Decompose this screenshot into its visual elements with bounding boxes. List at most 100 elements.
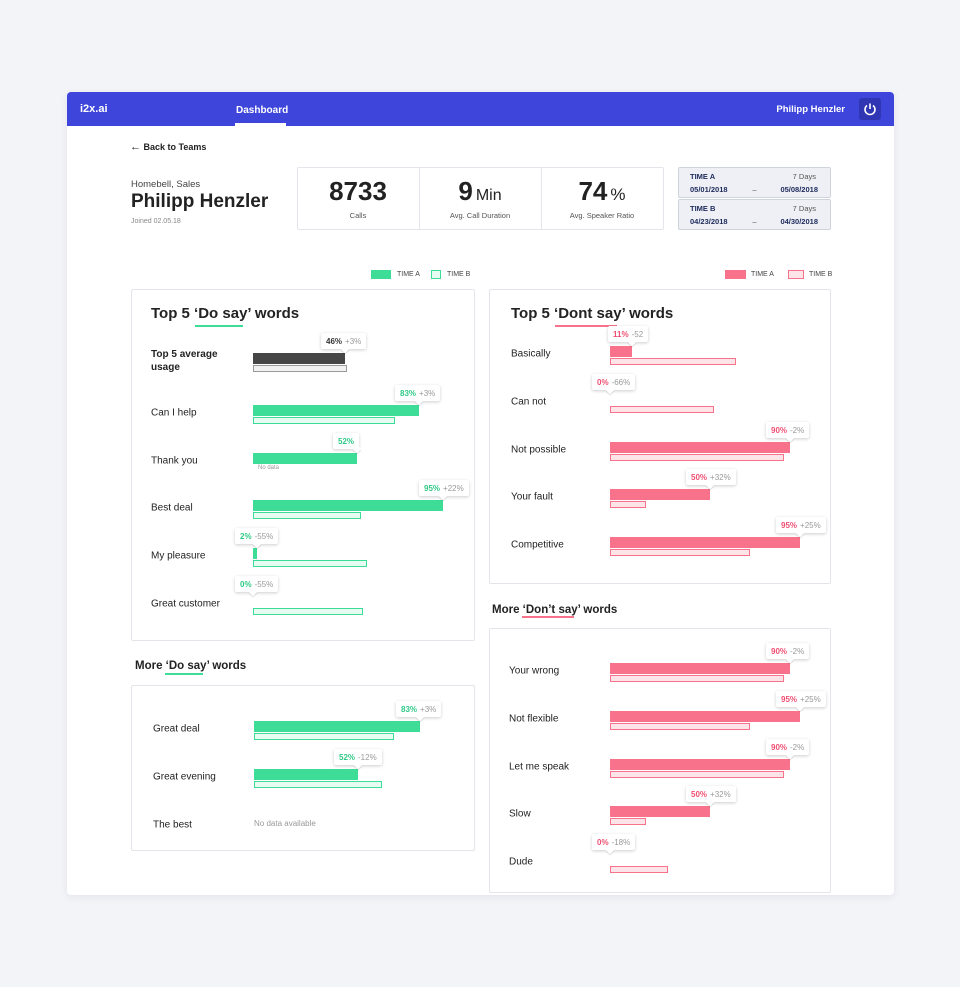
bar-time-b — [610, 358, 736, 365]
row-label: Best deal — [151, 502, 193, 514]
bar-time-a — [253, 548, 257, 559]
panel-title: More ‘Do say’ words — [135, 660, 247, 672]
bar-time-b — [610, 454, 784, 461]
value-tooltip: 52% — [333, 433, 360, 449]
row-label: Great evening — [153, 771, 216, 783]
stat-label: Calls — [349, 211, 367, 220]
row-label: Thank you — [151, 455, 198, 467]
bar-time-b — [253, 512, 361, 519]
legend-swatch — [431, 270, 441, 279]
change-label: -12% — [358, 752, 377, 762]
row-label: Can I help — [151, 407, 197, 419]
panel-title: More ‘Don’t say’ words — [492, 604, 618, 616]
value-tooltip: 50% +32% — [686, 786, 736, 802]
bar-time-b — [253, 608, 363, 615]
bar-time-a — [610, 442, 790, 453]
time-name: TIME A — [690, 172, 716, 181]
value-label: 50% — [691, 789, 708, 799]
tab-underline — [235, 123, 286, 126]
time-from: 05/01/2018 — [690, 185, 728, 194]
back-link[interactable]: ← Back to Teams — [130, 141, 206, 153]
bar-time-b — [254, 781, 382, 788]
no-data-note: No data — [258, 465, 280, 471]
change-label: -52 — [631, 329, 644, 339]
change-label: +3% — [345, 336, 362, 346]
bar-time-a — [254, 769, 358, 780]
stat-number: 74 — [578, 176, 608, 206]
change-label: -18% — [611, 837, 631, 847]
change-label: +32% — [710, 789, 731, 799]
value-tooltip: 0% -55% — [235, 576, 279, 592]
time-name: TIME B — [690, 204, 716, 213]
change-label: +3% — [419, 388, 436, 398]
title-underline — [195, 325, 243, 327]
bar-time-b — [253, 417, 395, 424]
value-label: 0% — [240, 579, 252, 589]
time-box — [678, 199, 831, 230]
time-separator: – — [752, 185, 757, 194]
bar-time-b — [253, 560, 367, 567]
change-label: -2% — [790, 742, 805, 752]
power-icon — [864, 103, 876, 116]
row-label: Your wrong — [509, 665, 560, 677]
row-label: Not possible — [511, 444, 567, 456]
change-label: +32% — [710, 472, 731, 482]
row-label: Not flexible — [509, 713, 559, 725]
value-tooltip: 95% +25% — [776, 517, 826, 533]
time-from: 04/23/2018 — [690, 217, 728, 226]
value-label: 90% — [771, 742, 788, 752]
value-tooltip: 95% +22% — [419, 480, 469, 496]
no-data-note: No data available — [254, 819, 316, 828]
row-label: Great deal — [153, 723, 200, 735]
row-label: Can not — [511, 396, 547, 408]
legend-label: TIME A — [397, 271, 420, 278]
bar-time-a — [253, 353, 345, 364]
bar-time-b — [610, 866, 668, 873]
nav-bar — [67, 92, 894, 126]
value-label: 52% — [339, 752, 356, 762]
value-tooltip: 0% -66% — [592, 374, 636, 390]
time-to: 04/30/2018 — [780, 217, 818, 226]
value-label: 83% — [401, 704, 418, 714]
value-label: 52% — [338, 436, 355, 446]
panel — [131, 289, 475, 641]
value-label: 46% — [326, 336, 343, 346]
logo[interactable]: i2x.ai — [80, 103, 108, 115]
value-label: 90% — [771, 425, 788, 435]
stat-divider — [419, 168, 420, 229]
row-label: Slow — [509, 808, 531, 820]
bar-time-b — [610, 771, 784, 778]
bar-time-a — [253, 405, 419, 416]
value-label: 50% — [691, 472, 708, 482]
bar-time-b — [610, 675, 784, 682]
change-label: -55% — [254, 531, 274, 541]
bar-time-a — [254, 721, 420, 732]
value-tooltip: 0% -18% — [592, 834, 636, 850]
change-label: +25% — [800, 520, 821, 530]
value-tooltip: 11% -52 — [608, 326, 649, 342]
nav-user[interactable]: Philipp Henzler — [776, 104, 845, 115]
stat-value: 8733 — [297, 176, 419, 207]
value-label: 0% — [597, 377, 609, 387]
bar-time-a — [610, 759, 790, 770]
bar-time-a — [610, 711, 800, 722]
bar-time-a — [253, 453, 357, 464]
value-tooltip: 46% +3% — [321, 333, 367, 349]
stat-value: 9 Min — [419, 176, 541, 207]
value-label: 2% — [240, 531, 252, 541]
nav-tab[interactable]: Dashboard — [236, 105, 289, 116]
bar-time-b — [610, 723, 750, 730]
title-underline — [555, 325, 617, 327]
value-tooltip: 83% +3% — [395, 385, 441, 401]
bar-time-a — [610, 806, 710, 817]
change-label: +22% — [443, 483, 464, 493]
stat-unit: Min — [475, 187, 502, 204]
power-button[interactable] — [859, 98, 881, 120]
time-length: 7 Days — [792, 172, 816, 181]
legend-swatch — [371, 270, 391, 279]
time-to: 05/08/2018 — [780, 185, 818, 194]
legend-label: TIME B — [447, 271, 471, 278]
time-box — [678, 167, 831, 198]
value-tooltip: 90% -2% — [766, 643, 810, 659]
